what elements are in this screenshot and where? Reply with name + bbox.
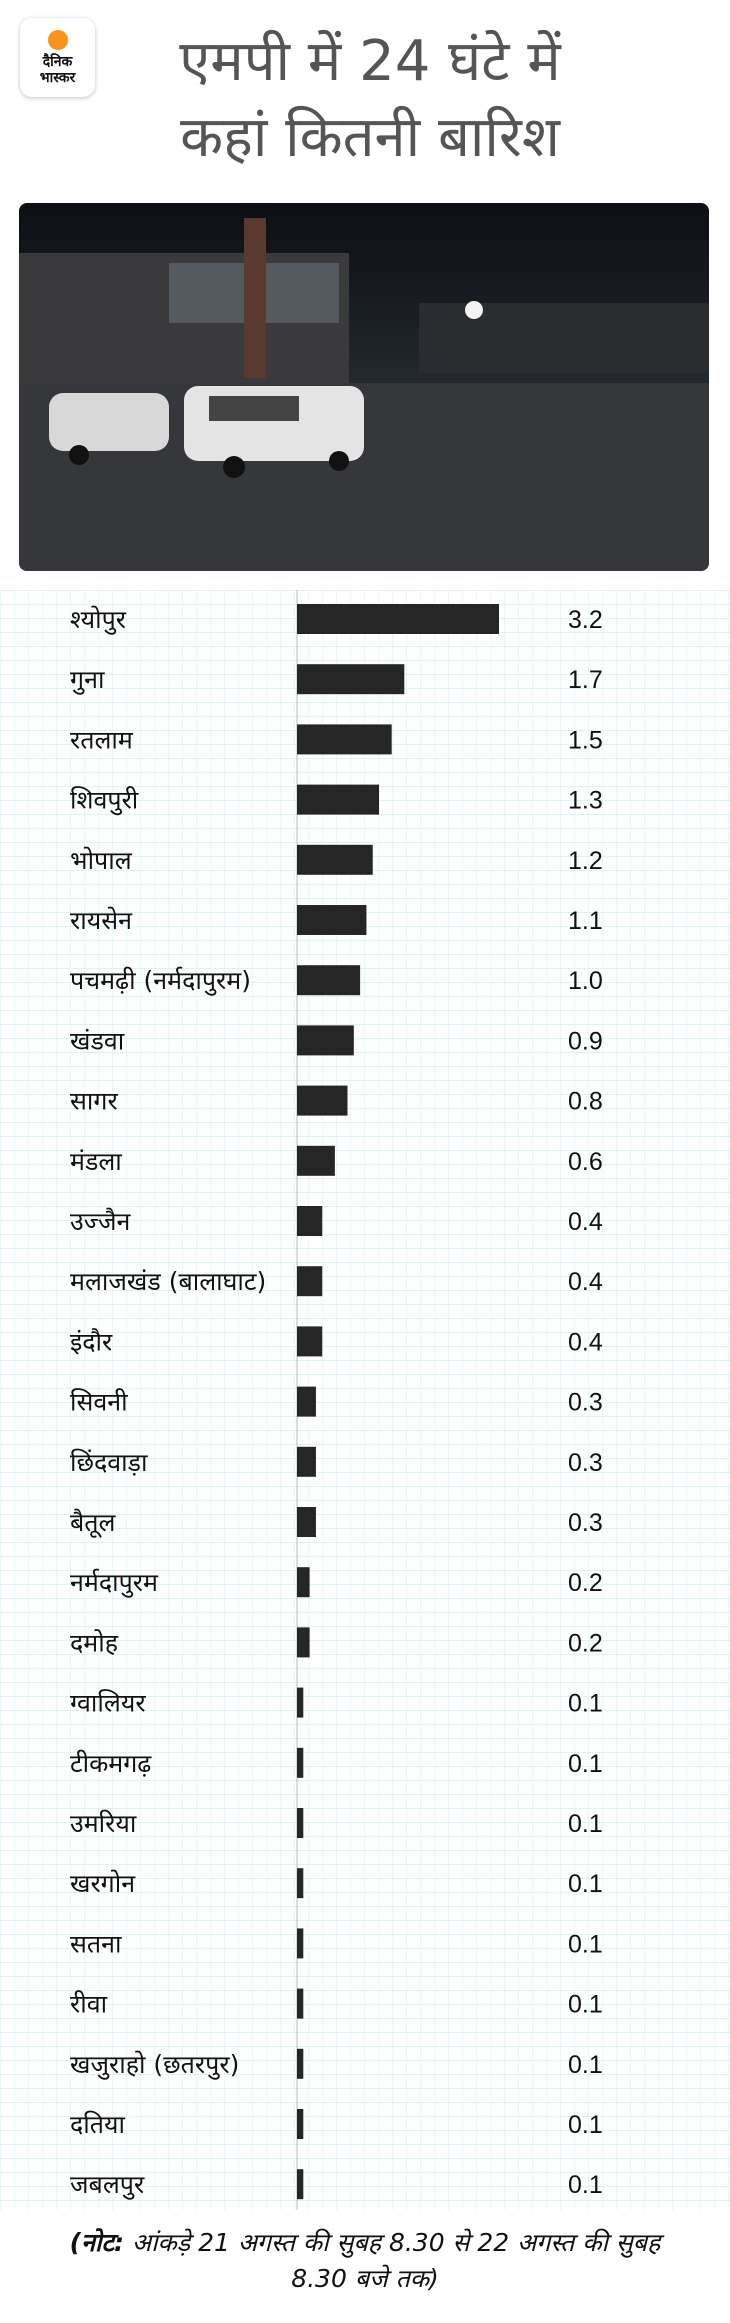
category-label: रतलाम bbox=[70, 725, 134, 754]
bar bbox=[297, 1326, 323, 1357]
value-label: 0.4 bbox=[568, 1208, 603, 1236]
category-label: सागर bbox=[70, 1087, 118, 1116]
value-label: 0.1 bbox=[568, 2111, 603, 2139]
value-label: 0.1 bbox=[568, 1991, 603, 2019]
category-label: खरगोन bbox=[70, 1869, 136, 1898]
footnote: (नोट: आंकड़े 21 अगस्त की सुबह 8.30 से 22… bbox=[40, 2225, 690, 2297]
value-label: 1.1 bbox=[568, 907, 603, 935]
value-label: 0.1 bbox=[568, 1750, 603, 1778]
bar bbox=[297, 905, 367, 935]
value-label: 0.6 bbox=[568, 1148, 603, 1176]
bar bbox=[297, 1868, 304, 1899]
title-line2: कहां कितनी बारिश bbox=[180, 105, 560, 170]
bar bbox=[297, 1627, 310, 1658]
category-label: इंदौर bbox=[70, 1327, 113, 1356]
bar bbox=[297, 1206, 323, 1236]
note-text: आंकड़े 21 अगस्त की सुबह 8.30 से 22 अगस्त… bbox=[124, 2228, 661, 2293]
bar bbox=[297, 1085, 348, 1116]
category-label: रीवा bbox=[70, 1990, 108, 2019]
value-label: 0.4 bbox=[568, 1328, 603, 1356]
value-label: 0.3 bbox=[568, 1449, 603, 1477]
sun-icon bbox=[47, 30, 68, 50]
value-label: 1.5 bbox=[568, 726, 603, 754]
dainik-bhaskar-logo: दैनिक भास्कर bbox=[20, 18, 95, 97]
category-label: दतिया bbox=[70, 2110, 126, 2139]
bar bbox=[297, 1687, 304, 1718]
category-label: दमोह bbox=[70, 1628, 119, 1657]
photo-illustration bbox=[19, 218, 709, 571]
bar bbox=[297, 1747, 304, 1778]
category-label: सिवनी bbox=[70, 1388, 128, 1417]
value-label: 1.7 bbox=[568, 666, 603, 694]
title-line1: एमपी में 24 घंटे में bbox=[179, 29, 561, 94]
category-label: उमरिया bbox=[70, 1809, 137, 1838]
bar bbox=[297, 1507, 316, 1537]
bar bbox=[297, 724, 392, 755]
bar bbox=[297, 1808, 304, 1838]
value-label: 0.1 bbox=[568, 2051, 603, 2079]
rainfall-bar-chart: श्योपुर 3.2 गुना 1.7 रतलाम 1.5 शिवपुरी 1.3 भोपाल… bbox=[70, 590, 603, 2210]
value-label: 0.1 bbox=[568, 1870, 603, 1898]
bar bbox=[297, 604, 499, 634]
value-label: 3.2 bbox=[568, 606, 603, 634]
bar bbox=[297, 965, 361, 996]
note-prefix: (नोट: bbox=[69, 2228, 125, 2257]
category-label: पचमढ़ी (नर्मदापुरम) bbox=[70, 966, 251, 996]
page-title: एमपी में 24 घंटे में कहां कितनी बारिश bbox=[110, 24, 630, 176]
value-label: 1.2 bbox=[568, 847, 603, 875]
value-label: 0.9 bbox=[568, 1027, 603, 1055]
category-label: मंडला bbox=[70, 1147, 122, 1176]
value-label: 0.1 bbox=[568, 1810, 603, 1838]
value-label: 0.2 bbox=[568, 1569, 603, 1597]
category-label: नर्मदापुरम bbox=[70, 1568, 159, 1598]
bar bbox=[297, 1145, 335, 1176]
category-label: खंडवा bbox=[70, 1026, 125, 1055]
bar bbox=[297, 1025, 354, 1056]
value-label: 1.0 bbox=[568, 967, 603, 995]
bar bbox=[297, 784, 380, 815]
category-label: छिंदवाड़ा bbox=[70, 1448, 148, 1477]
category-label: गुना bbox=[70, 665, 105, 695]
logo-text-line2: भास्कर bbox=[39, 70, 76, 86]
bar bbox=[297, 1386, 316, 1417]
value-label: 0.8 bbox=[568, 1088, 603, 1116]
value-label: 0.1 bbox=[568, 2171, 603, 2199]
value-label: 0.3 bbox=[568, 1389, 603, 1417]
category-label: मलाजखंड (बालाघाट) bbox=[70, 1267, 266, 1296]
bar bbox=[297, 1446, 316, 1477]
bar bbox=[297, 1567, 310, 1598]
category-label: खजुराहो (छतरपुर) bbox=[70, 2050, 239, 2080]
bar bbox=[297, 1928, 304, 1959]
value-label: 0.1 bbox=[568, 1690, 603, 1718]
category-label: श्योपुर bbox=[70, 605, 127, 635]
bar bbox=[297, 1988, 304, 2019]
bar bbox=[297, 664, 405, 695]
value-label: 1.3 bbox=[568, 787, 603, 815]
value-label: 0.1 bbox=[568, 1930, 603, 1958]
category-label: बैतूल bbox=[70, 1508, 117, 1538]
category-label: ग्वालियर bbox=[70, 1689, 146, 1718]
bar bbox=[297, 844, 373, 875]
logo-text-line1: दैनिक bbox=[42, 54, 73, 70]
value-label: 0.4 bbox=[568, 1268, 603, 1296]
category-label: भोपाल bbox=[70, 846, 133, 875]
category-label: टीकमगढ़ bbox=[70, 1749, 152, 1778]
bar bbox=[297, 1266, 323, 1297]
category-label: शिवपुरी bbox=[70, 786, 139, 816]
rain-street-photo bbox=[19, 203, 709, 571]
value-label: 0.2 bbox=[568, 1629, 603, 1657]
bar bbox=[297, 2048, 304, 2079]
category-label: सतना bbox=[70, 1929, 122, 1958]
value-label: 0.3 bbox=[568, 1509, 603, 1537]
bar bbox=[297, 2109, 304, 2139]
category-label: जबलपुर bbox=[70, 2170, 145, 2200]
bar bbox=[297, 2169, 304, 2200]
category-label: उज्जैन bbox=[70, 1207, 132, 1236]
category-label: रायसेन bbox=[70, 906, 133, 935]
